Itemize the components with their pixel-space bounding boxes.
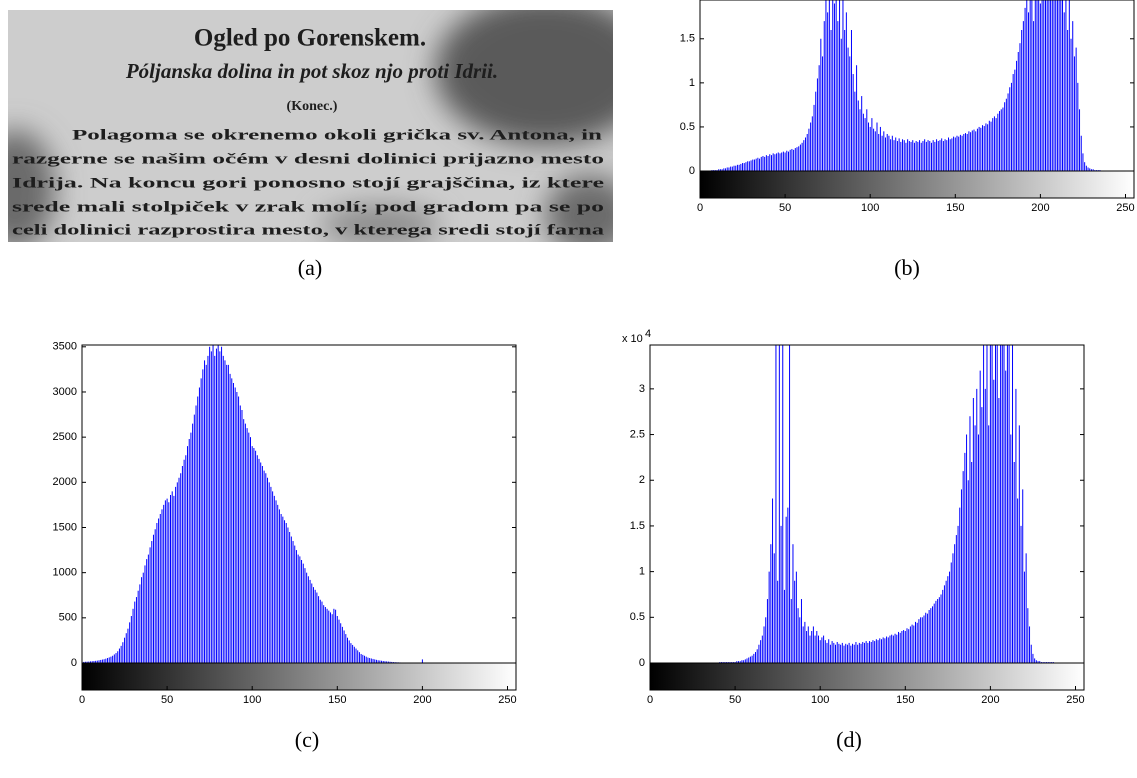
y-tick-label: 3500 [53, 341, 77, 353]
colorbar [649, 662, 1085, 691]
caption: (d) [836, 727, 862, 752]
x-tick-label: 50 [729, 694, 741, 706]
y-tick-label: 1000 [53, 567, 77, 579]
x-tick-label: 250 [1116, 202, 1134, 214]
x-tick-label: 150 [328, 694, 346, 706]
stain [8, 130, 55, 242]
axis-scale-exponent: 4 [645, 328, 651, 340]
x-tick-label: 50 [779, 202, 791, 214]
image-title: Ogled po Gorenskem. [194, 25, 426, 52]
scanned-image: Ogled po Gorenskem. Póljanska dolina in … [8, 10, 613, 242]
x-tick-label: 200 [413, 694, 431, 706]
caption: (c) [295, 727, 319, 752]
x-tick-label: 100 [811, 694, 829, 706]
image-text: srede mali stolpiček v zrak molí; pod gr… [12, 199, 604, 215]
colorbar [699, 170, 1135, 199]
image-text: Idrija. Na koncu gori ponosno stojí graj… [12, 175, 605, 191]
x-tick-label: 250 [1066, 694, 1084, 706]
x-tick-label: 250 [498, 694, 516, 706]
colorbar [81, 662, 517, 691]
image-subtitle: Póljanska dolina in pot skoz njo proti I… [125, 59, 498, 83]
axis-scale-label: x 10 [622, 333, 643, 345]
histogram-plot [81, 345, 439, 663]
caption: (a) [298, 255, 322, 280]
y-tick-label: 1.5 [680, 33, 695, 45]
x-tick-label: 200 [981, 694, 999, 706]
y-tick-label: 2000 [53, 476, 77, 488]
y-tick-label: 2.5 [630, 428, 645, 440]
y-tick-label: 2500 [53, 431, 77, 443]
stain [320, 205, 440, 242]
x-tick-label: 100 [243, 694, 261, 706]
x-tick-label: 50 [161, 694, 173, 706]
x-tick-label: 100 [861, 202, 879, 214]
y-tick-label: 2 [639, 474, 645, 486]
image-text: celi dolinici razprostira mesto, v ktere… [12, 222, 605, 238]
histogram-plot [711, 0, 1101, 171]
y-tick-label: 0.5 [630, 611, 645, 623]
histogram-plot [719, 345, 1054, 663]
y-tick-label: 0 [71, 657, 77, 669]
y-tick-label: 1.5 [630, 520, 645, 532]
y-tick-label: 0 [689, 165, 695, 177]
y-tick-label: 3000 [53, 386, 77, 398]
caption: (b) [894, 255, 920, 280]
stain [435, 10, 613, 145]
y-tick-label: 3 [639, 383, 645, 395]
x-tick-label: 150 [896, 694, 914, 706]
y-tick-label: 1500 [53, 521, 77, 533]
image-text: razgerne se našim očém v desni dolinici … [12, 151, 604, 167]
y-tick-label: 1 [639, 566, 645, 578]
y-tick-label: 500 [59, 612, 77, 624]
x-tick-label: 0 [697, 202, 703, 214]
y-tick-label: 0.5 [680, 121, 695, 133]
x-tick-label: 150 [946, 202, 964, 214]
x-tick-label: 200 [1031, 202, 1049, 214]
y-tick-label: 0 [639, 657, 645, 669]
x-tick-label: 0 [647, 694, 653, 706]
image-text: Polagoma se okrenemo okoli grička sv. An… [72, 127, 603, 143]
y-tick-label: 1 [689, 77, 695, 89]
x-tick-label: 0 [79, 694, 85, 706]
image-text: (Konec.) [287, 99, 338, 114]
stain [545, 175, 613, 242]
